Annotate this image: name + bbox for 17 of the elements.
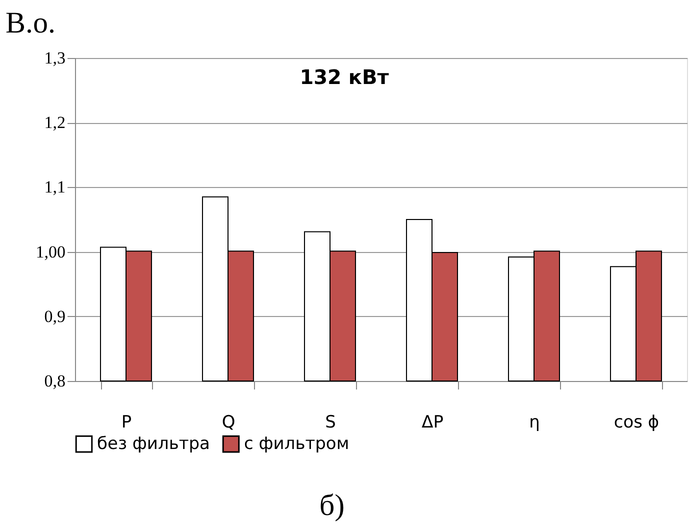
chart-title: 132 кВт bbox=[300, 65, 390, 89]
x-tick-label: S bbox=[325, 412, 336, 432]
y-tick-label: 0,8 bbox=[44, 372, 66, 390]
x-tick-label: P bbox=[121, 412, 132, 432]
x-tick-label: η bbox=[529, 412, 540, 432]
legend-label: с фильтром bbox=[244, 434, 350, 454]
y-tick-label: 1,3 bbox=[44, 48, 66, 68]
y-tick-label: 0,9 bbox=[44, 306, 66, 326]
y-tick-label: 1,2 bbox=[44, 113, 66, 132]
y-tick-label: 1,1 bbox=[44, 178, 66, 197]
x-tick-label: Q bbox=[222, 412, 236, 432]
y-tick-label: 1,00 bbox=[36, 242, 66, 262]
x-tick-label: ΔP bbox=[422, 412, 444, 432]
y-axis-title: В.о. bbox=[6, 6, 56, 40]
text: б) bbox=[319, 489, 345, 522]
legend-label: без фильтра bbox=[97, 434, 210, 454]
x-tick-label: cos ϕ bbox=[614, 412, 660, 432]
